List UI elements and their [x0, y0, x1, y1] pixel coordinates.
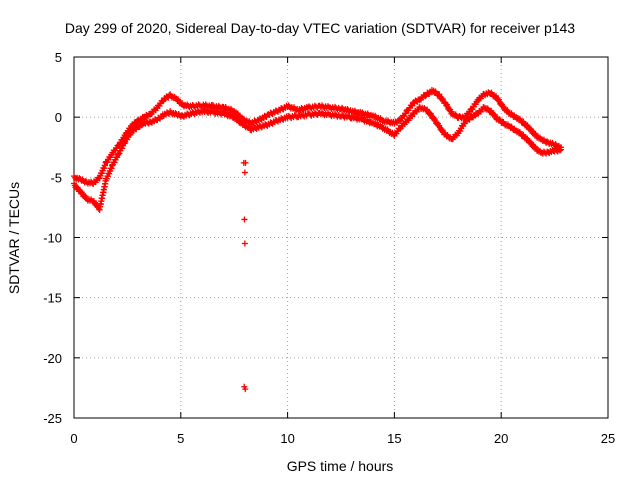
track-upper-point: [422, 93, 429, 100]
outlier-point: [242, 386, 249, 393]
y-tick-label: -5: [50, 170, 62, 185]
x-tick-label: 5: [177, 431, 184, 446]
x-tick-label: 0: [70, 431, 77, 446]
y-tick-label: -15: [43, 291, 62, 306]
outlier-point: [241, 169, 248, 176]
x-tick-label: 20: [494, 431, 508, 446]
data-markers: [71, 87, 565, 393]
x-tick-label: 10: [280, 431, 294, 446]
x-tick-label: 25: [601, 431, 615, 446]
outlier-point: [241, 240, 248, 247]
y-tick-label: 5: [55, 50, 62, 65]
y-tick-label: 0: [55, 110, 62, 125]
y-tick-label: -25: [43, 411, 62, 426]
chart-title: Day 299 of 2020, Sidereal Day-to-day VTE…: [65, 20, 575, 36]
y-tick-label: -20: [43, 351, 62, 366]
outlier-point: [242, 159, 249, 166]
y-tick-label: -10: [43, 231, 62, 246]
track-lower-point: [397, 125, 404, 132]
track-lower-point: [556, 147, 563, 154]
track-upper-point: [402, 110, 409, 117]
y-axis-title: SDTVAR / TECUs: [6, 182, 22, 294]
outlier-point: [241, 216, 248, 223]
track-lower-point: [558, 146, 565, 153]
x-tick-label: 15: [387, 431, 401, 446]
x-axis-title: GPS time / hours: [287, 458, 394, 474]
axis-ticks: 0 5 10 15 20 25 5 0 -5 -10 -15 -20 -25: [43, 50, 615, 446]
